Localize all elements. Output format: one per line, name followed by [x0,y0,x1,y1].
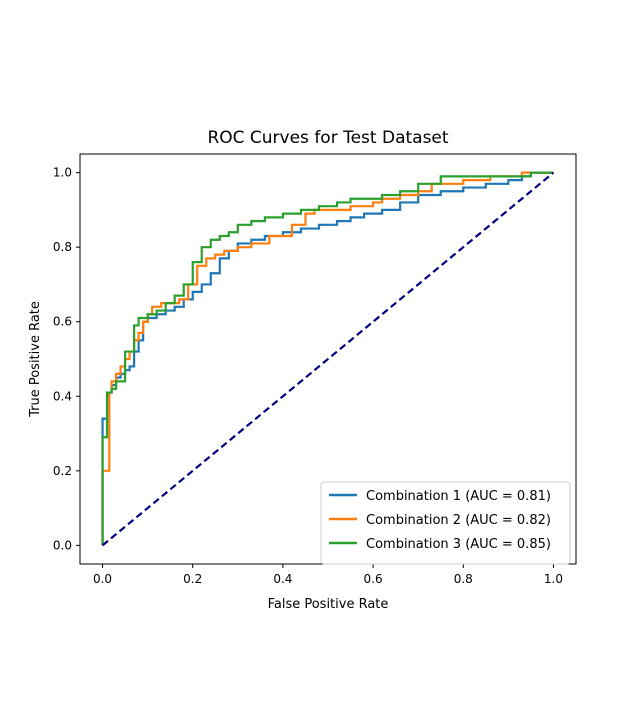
roc-series-line-3 [101,171,554,546]
chance-diagonal-line [101,171,555,547]
y-tick-label: 0.2 [53,464,72,478]
series-layer [101,171,555,547]
x-tick-label: 0.0 [93,572,112,586]
y-tick-label: 0.6 [53,315,72,329]
x-tick-label: 0.8 [454,572,473,586]
x-tick-label: 1.0 [544,572,563,586]
y-tick-label: 0.8 [53,240,72,254]
chart-title: ROC Curves for Test Dataset [207,128,448,148]
legend-label: Combination 3 (AUC = 0.85) [366,537,551,552]
y-tick-label: 0.4 [53,389,72,403]
legend-label: Combination 2 (AUC = 0.82) [366,513,551,528]
y-tick-label: 1.0 [53,166,72,180]
x-axis-label: False Positive Rate [268,597,389,612]
legend: Combination 1 (AUC = 0.81) Combination 2 … [320,481,571,565]
legend-box [320,481,571,565]
roc-series-line-2 [101,171,554,546]
y-tick-label: 0.0 [53,538,72,552]
ticks-layer: 0.0 0.2 0.4 0.6 0.8 1.0 0.0 0.2 0.4 0.6 0.8 1.0 [53,166,563,586]
legend-label: Combination 1 (AUC = 0.81) [366,489,551,504]
x-tick-label: 0.6 [364,572,383,586]
x-tick-label: 0.2 [183,572,202,586]
y-axis-label: True Positive Rate [28,301,43,418]
x-tick-label: 0.4 [273,572,292,586]
